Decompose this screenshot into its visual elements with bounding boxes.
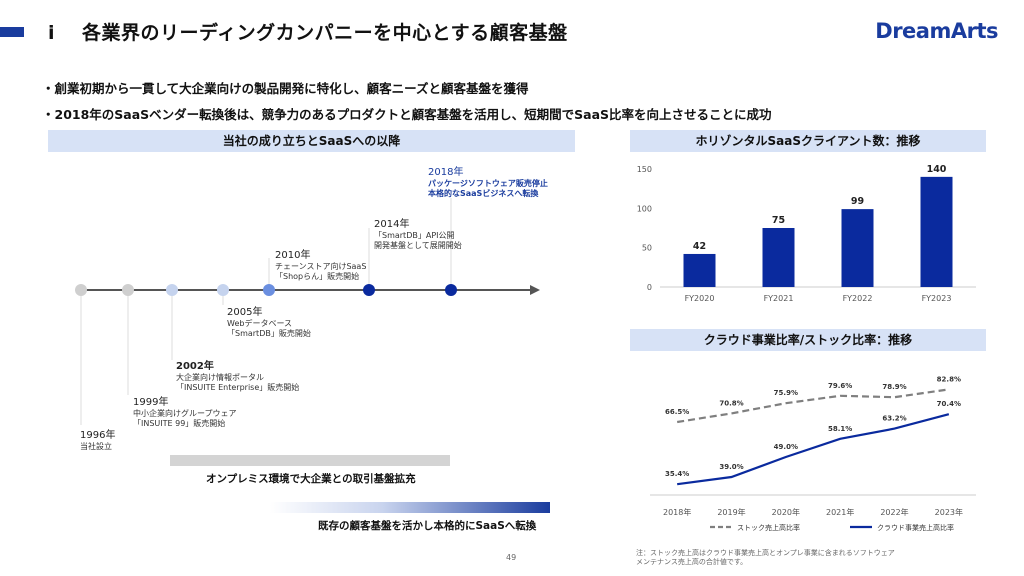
line-chart-heading: クラウド事業比率/ストック比率：推移 [630,329,986,351]
data-label: 35.4% [665,470,689,478]
event-text: 当社設立 [80,442,112,451]
saas-band [270,502,550,513]
event-year: 1996年 [80,430,116,441]
y-tick-label: 100 [637,204,652,213]
onprem-band-label: オンプレミス環境で大企業との取引基盤拡充 [206,473,416,485]
bar-value-label: 75 [772,215,785,226]
series-line [677,413,950,486]
x-tick-label: FY2021 [764,294,794,303]
section-number: ⅰ [48,22,56,44]
legend-label: クラウド事業売上高比率 [877,523,954,532]
data-label: 75.9% [774,389,798,397]
x-tick-label: FY2023 [922,294,952,303]
event-text: 「INSUITE 99」販売開始 [133,419,226,428]
saas-band-label: 既存の顧客基盤を活かし本格的にSaaSへ転換 [318,520,537,532]
legend-label: ストック売上高比率 [737,523,800,532]
data-label: 63.2% [882,415,906,423]
event-text: パッケージソフトウェア販売停止 [428,179,548,188]
timeline-dot [263,284,275,296]
bar [762,228,795,287]
timeline-dot [363,284,375,296]
timeline-event-2018: 2018年 パッケージソフトウェア販売停止 本格的なSaaSビジネスへ転換 [428,166,548,199]
x-tick-label: 2018年 [663,507,691,517]
event-year: 2018年 [428,167,464,178]
page-number: 49 [506,553,517,562]
bar [920,176,953,287]
bullet-list: ・創業初期から一貫して大企業向けの製品開発に特化し、顧客ニーズと顧客基盤を獲得 … [42,76,772,128]
page-title: ⅰ 各業界のリーディングカンパニーを中心とする顧客基盤 [48,18,568,45]
timeline-event-1996: 1996年 当社設立 [80,429,115,452]
x-tick-label: 2021年 [826,507,854,517]
company-logo: DreamArts [875,19,998,43]
y-tick-label: 0 [647,283,652,292]
event-year: 2005年 [227,307,263,318]
timeline-dot [75,284,87,296]
y-tick-label: 150 [637,165,652,174]
data-label: 49.0% [774,443,798,451]
event-text: 大企業向け情報ポータル [176,373,264,382]
event-year: 2014年 [374,219,410,230]
event-text: 「SmartDB」販売開始 [227,329,311,338]
event-year: 2002年 [176,361,214,372]
bar [841,209,874,287]
x-tick-label: FY2020 [685,294,715,303]
x-tick-label: 2019年 [717,507,745,517]
event-text: 中小企業向けグループウェア [133,409,237,418]
data-label: 70.4% [937,400,961,408]
timeline-event-2002: 2002年 大企業向け情報ポータル 「INSUITE Enterprise」販売… [176,360,299,393]
onprem-band [170,455,450,466]
bar-value-label: 99 [851,196,864,207]
timeline-dot [445,284,457,296]
series-line [676,388,949,424]
accent-bar [0,27,24,37]
event-year: 1999年 [133,397,169,408]
bullet-item: ・創業初期から一貫して大企業向けの製品開発に特化し、顧客ニーズと顧客基盤を獲得 [42,81,529,96]
timeline-event-2010: 2010年 チェーンストア向けSaaS 「Shopらん」販売開始 [275,249,366,282]
bar-value-label: 42 [693,241,706,252]
footnote: 注：ストック売上高はクラウド事業売上高とオンプレ事業に含まれるソフトウェアメンテ… [636,549,895,566]
line-chart: 2018年 2019年 2020年 2021年 2022年 2023年 66.5% 70.8%… [650,375,976,532]
event-text: 「INSUITE Enterprise」販売開始 [176,383,300,392]
data-label: 82.8% [937,375,961,383]
timeline-dot [122,284,134,296]
timeline-event-1999: 1999年 中小企業向けグループウェア 「INSUITE 99」販売開始 [133,396,237,429]
x-tick-label: FY2022 [843,294,873,303]
bullet-item: ・2018年のSaaSベンダー転換後は、競争力のあるプロダクトと顧客基盤を活用し… [42,107,772,122]
timeline-arrow-head [530,285,540,295]
event-text: チェーンストア向けSaaS [275,262,367,271]
event-text: 本格的なSaaSビジネスへ転換 [428,189,539,198]
timeline-event-2005: 2005年 Webデータベース 「SmartDB」販売開始 [227,306,311,339]
data-label: 58.1% [828,425,852,433]
data-label: 79.6% [828,382,852,390]
data-label: 39.0% [719,463,743,471]
event-year: 2010年 [275,250,311,261]
timeline-heading: 当社の成り立ちとSaaSへの以降 [48,130,575,152]
timeline-dot [217,284,229,296]
x-tick-label: 2022年 [880,507,908,517]
event-text: 「SmartDB」API公開 [374,231,455,240]
bar-chart-heading: ホリゾンタルSaaSクライアント数：推移 [630,130,986,152]
event-text: 「Shopらん」販売開始 [275,272,360,281]
timeline-dot [166,284,178,296]
timeline-event-2014: 2014年 「SmartDB」API公開 開発基盤として展開開始 [374,218,462,251]
event-text: Webデータベース [227,319,293,328]
bar-chart: 0 50 100 150 42 FY2020 75 FY2021 99 FY2022 140 FY20… [637,164,976,303]
data-label: 70.8% [719,399,743,407]
event-text: 開発基盤として展開開始 [374,241,462,250]
x-tick-label: 2020年 [772,507,800,517]
title-text: 各業界のリーディングカンパニーを中心とする顧客基盤 [82,22,568,44]
x-tick-label: 2023年 [935,507,963,517]
bar [683,253,716,287]
data-label: 78.9% [882,383,906,391]
bar-value-label: 140 [927,164,947,175]
y-tick-label: 50 [642,244,652,253]
data-label: 66.5% [665,408,689,416]
